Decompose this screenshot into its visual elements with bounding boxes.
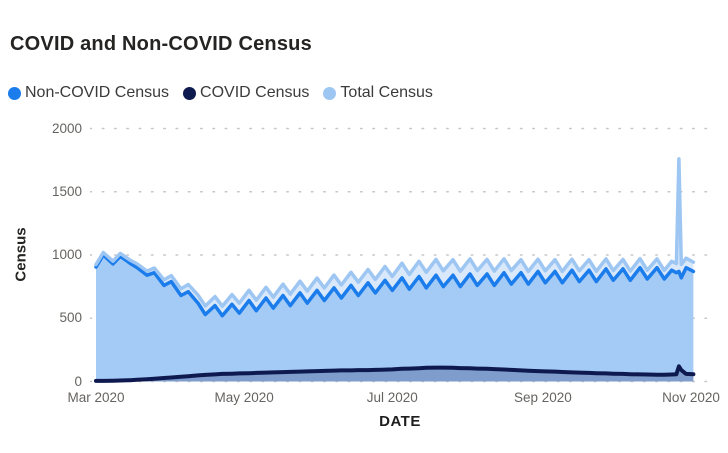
legend-item-total-census[interactable]: Total Census [323, 84, 433, 102]
y-axis-title: Census [12, 227, 30, 282]
chart-plot-area[interactable] [90, 120, 718, 390]
legend-dot-icon-total [323, 86, 337, 100]
legend-label: COVID Census [200, 84, 310, 101]
y-axis-tick-label: 500 [59, 310, 82, 326]
x-axis-title: DATE [379, 413, 421, 430]
line-total-census[interactable] [94, 157, 696, 308]
line-covid-census[interactable] [94, 364, 696, 383]
x-axis-tick-label: May 2020 [214, 390, 274, 405]
y-axis-tick-label: 1000 [51, 247, 82, 262]
legend-dot-icon-noncovid [8, 86, 21, 100]
line-noncovid-census[interactable] [94, 253, 696, 318]
legend-label: Non-COVID Census [25, 84, 170, 101]
y-axis-tick-label: 1500 [51, 183, 82, 199]
chart-title: COVID and Non-COVID Census [10, 33, 312, 55]
area-total-census [96, 158, 694, 382]
x-axis-tick-label: Sep 2020 [513, 390, 572, 405]
x-axis-tick-label: Mar 2020 [67, 390, 125, 405]
y-axis-tick-label: 2000 [51, 120, 82, 136]
y-axis-tick-label: 0 [74, 373, 82, 389]
x-axis-tick-label: Nov 2020 [662, 390, 720, 405]
legend-dot-icon-covid [183, 86, 197, 100]
area-covid-census [96, 366, 694, 382]
legend: Non-COVID Census COVID Census Total Cens… [8, 84, 433, 102]
area-noncovid-census [96, 255, 694, 382]
legend-item-covid-census[interactable]: COVID Census [183, 84, 309, 102]
x-axis-tick-label: Jul 2020 [366, 390, 418, 405]
legend-label: Total Census [340, 84, 433, 101]
legend-item-noncovid-census[interactable]: Non-COVID Census [8, 84, 169, 102]
